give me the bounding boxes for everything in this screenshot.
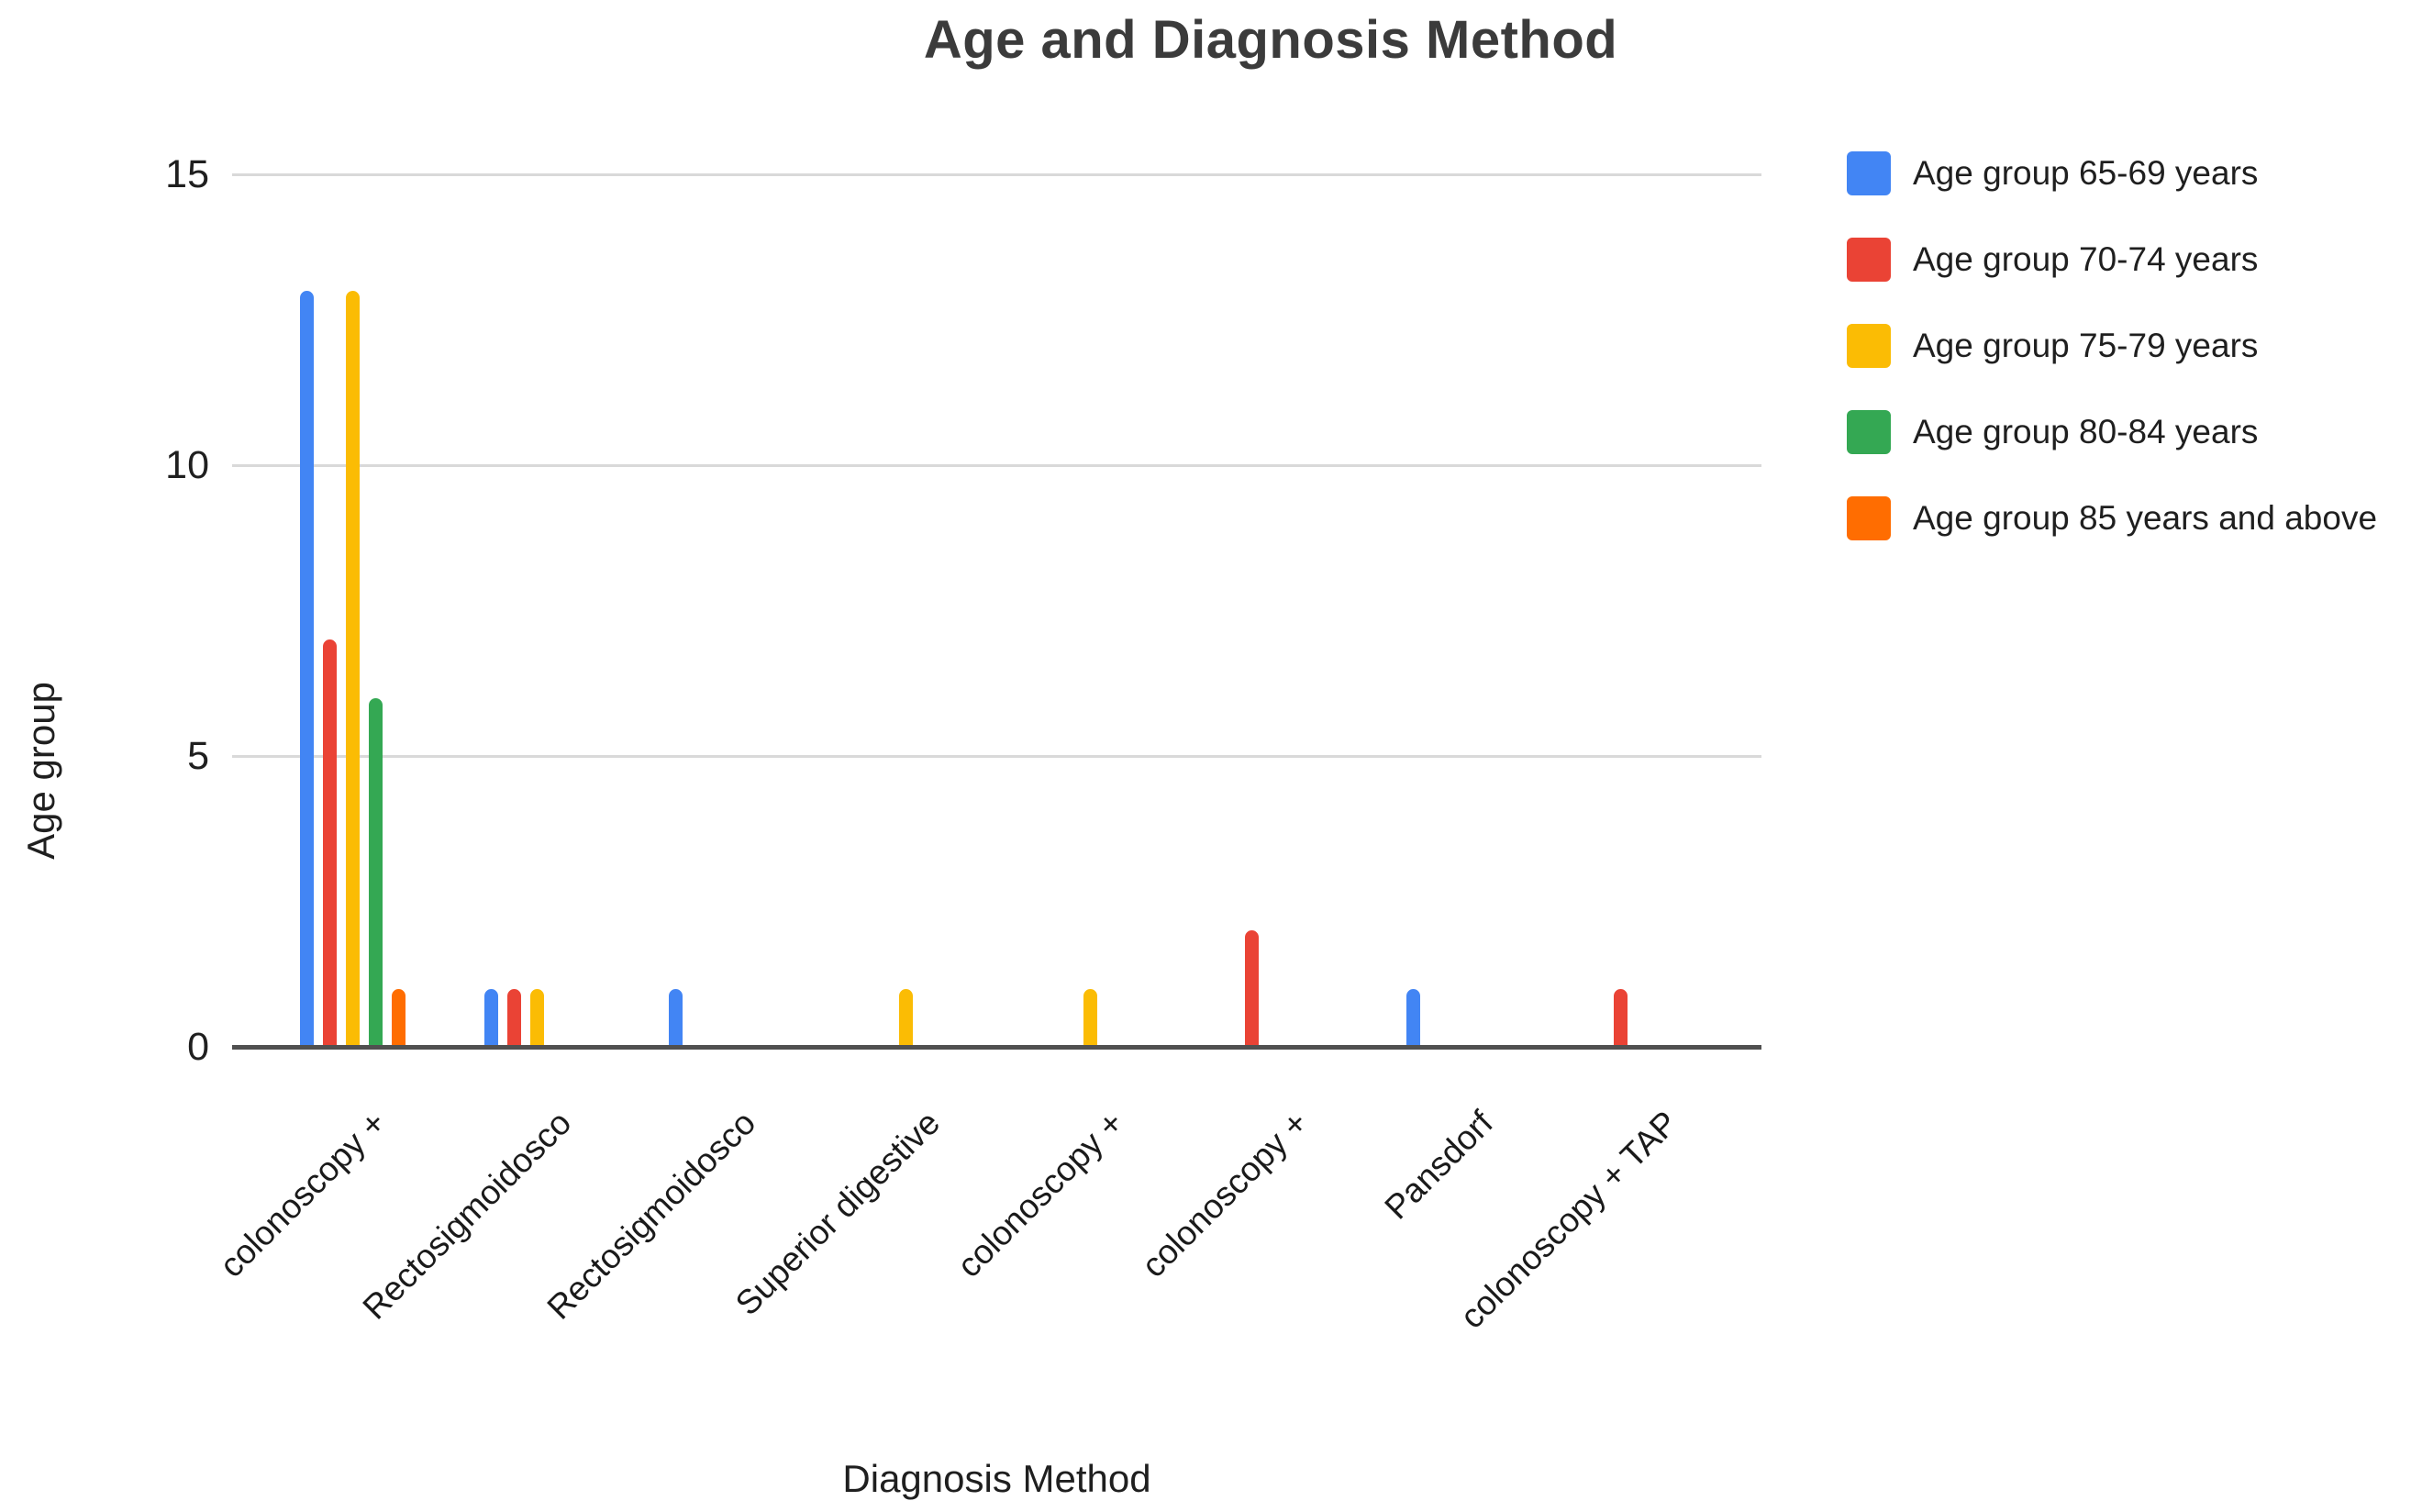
x-tick-label: colonoscopy + <box>1135 1104 1316 1284</box>
legend-item: Age group 85 years and above <box>1847 496 2406 540</box>
bar[interactable] <box>345 290 360 1047</box>
bar[interactable] <box>299 290 314 1047</box>
bar[interactable] <box>391 988 406 1047</box>
bar[interactable] <box>483 988 498 1047</box>
y-tick-label: 10 <box>165 443 209 487</box>
bar[interactable] <box>322 639 337 1047</box>
bar[interactable] <box>1405 988 1420 1047</box>
x-tick-label: colonoscopy + <box>950 1104 1131 1284</box>
chart-title: Age and Diagnosis Method <box>923 10 1618 70</box>
y-tick-label: 0 <box>187 1025 209 1069</box>
bar[interactable] <box>1083 988 1097 1047</box>
legend-label: Age group 70-74 years <box>1913 240 2259 278</box>
bar[interactable] <box>529 988 544 1047</box>
legend-label: Age group 75-79 years <box>1913 327 2259 364</box>
legend-label: Age group 65-69 years <box>1913 154 2259 192</box>
legend-item: Age group 80-84 years <box>1847 410 2406 454</box>
y-tick-label: 15 <box>165 152 209 196</box>
y-tick-label: 5 <box>187 734 209 778</box>
legend-swatch <box>1847 410 1891 454</box>
x-tick-label: Pansdorf <box>1377 1104 1500 1227</box>
x-axis-title: Diagnosis Method <box>842 1457 1151 1500</box>
gridline <box>232 755 1761 758</box>
bar[interactable] <box>1244 930 1259 1047</box>
bar[interactable] <box>668 988 683 1047</box>
bar[interactable] <box>506 988 521 1047</box>
bar[interactable] <box>898 988 913 1047</box>
legend-label: Age group 85 years and above <box>1913 499 2378 537</box>
x-tick-label: Superior digestive <box>728 1104 947 1323</box>
bar[interactable] <box>368 697 383 1047</box>
legend-label: Age group 80-84 years <box>1913 413 2259 450</box>
gridline <box>232 464 1761 467</box>
legend-swatch <box>1847 238 1891 282</box>
legend-item: Age group 75-79 years <box>1847 324 2406 368</box>
y-axis-title: Age group <box>19 682 62 860</box>
legend-swatch <box>1847 151 1891 195</box>
legend-item: Age group 65-69 years <box>1847 151 2406 195</box>
x-axis-line <box>232 1045 1761 1050</box>
legend-swatch <box>1847 496 1891 540</box>
legend-swatch <box>1847 324 1891 368</box>
bar[interactable] <box>1613 988 1628 1047</box>
legend-item: Age group 70-74 years <box>1847 238 2406 282</box>
legend: Age group 65-69 years Age group 70-74 yea… <box>1847 151 2406 583</box>
gridline <box>232 173 1761 176</box>
x-tick-label: colonoscopy + <box>213 1104 394 1284</box>
